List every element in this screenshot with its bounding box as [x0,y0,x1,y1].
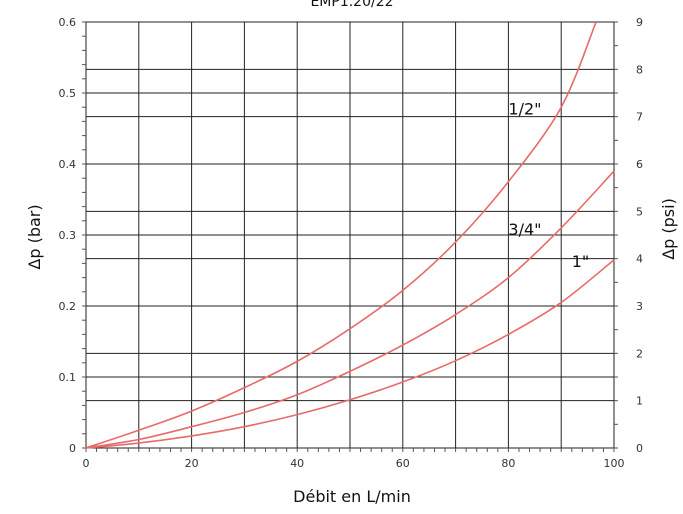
x-tick-label: 20 [185,457,199,470]
y2-tick-label: 9 [636,16,643,29]
y2-tick-label: 4 [636,253,643,266]
x-tick-label: 40 [290,457,304,470]
y-tick-label: 0.3 [59,229,77,242]
y-tick-label: 0.5 [59,87,77,100]
series-line [85,259,615,449]
y2-tick-label: 0 [636,442,643,455]
x-axis-title: Débit en L/min [293,487,411,506]
y2-tick-label: 8 [636,63,643,76]
y2-tick-label: 6 [636,158,643,171]
grid [82,21,618,452]
y2-tick-label: 3 [636,300,643,313]
y-axis-title: Δp (bar) [25,204,44,269]
x-tick-label: 80 [501,457,515,470]
curve-labels: 1/2" 3/4" 1" [508,99,589,271]
x-tick-label: 60 [396,457,410,470]
y2-tick-label: 5 [636,205,643,218]
series-label: 1/2" [508,99,541,118]
y2-tick-label: 7 [636,111,643,124]
chart-title: EMP1.20/22 [310,0,393,10]
curves [85,21,615,449]
series-line [85,170,615,449]
x-tick-label: 0 [83,457,90,470]
y2-tick-label: 1 [636,395,643,408]
y-tick-label: 0 [69,442,76,455]
x-tick-label: 100 [604,457,625,470]
y2-tick-label: 2 [636,347,643,360]
y2-axis-title: Δp (psi) [659,198,678,260]
y-tick-label: 0.2 [59,300,77,313]
series-line [85,21,597,449]
y-tick-label: 0.1 [59,371,77,384]
y-tick-label: 0.6 [59,16,77,29]
y-tick-label: 0.4 [59,158,77,171]
tick-labels: 0 20 40 60 80 100 0 0.1 0.2 0.3 0.4 0.5 0.6 0 1 2 3 4 5 6 7 8… [59,16,644,470]
series-label: 1" [572,252,590,271]
series-label: 3/4" [508,220,541,239]
